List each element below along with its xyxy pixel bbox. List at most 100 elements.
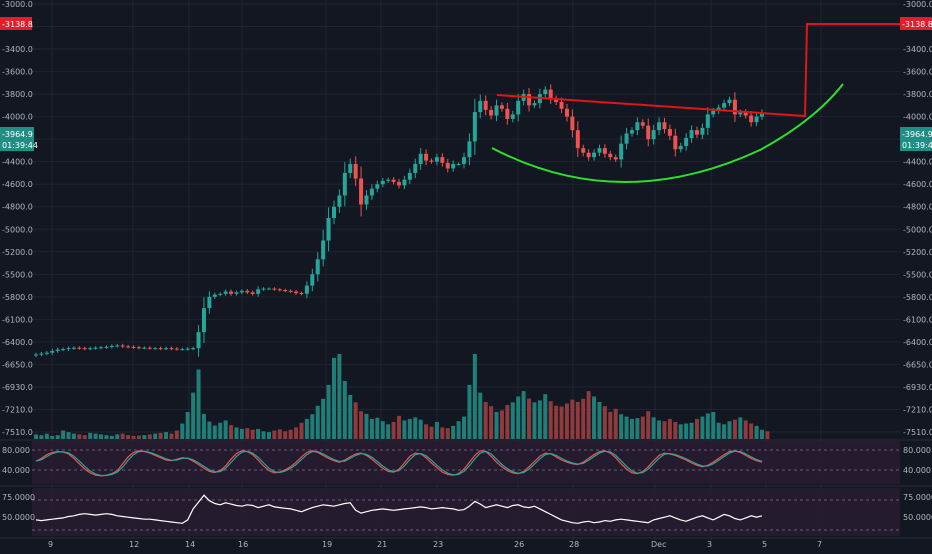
volume-bar: [283, 431, 288, 439]
volume-bar: [434, 422, 439, 439]
candle-body: [229, 291, 234, 294]
candle-body: [581, 148, 586, 153]
right-price-tick: -6930.0: [903, 383, 932, 392]
candle-body: [624, 133, 629, 144]
rsi-background: [32, 488, 900, 536]
candle-body: [575, 130, 580, 149]
volume-bar: [277, 429, 282, 439]
volume-bar: [429, 426, 434, 439]
candle-body: [212, 294, 217, 297]
volume-bar: [673, 422, 678, 439]
resistance-trendline[interactable]: [496, 23, 932, 118]
volume-bar: [619, 414, 624, 439]
volume-bar: [397, 415, 401, 439]
volume-bar: [548, 401, 553, 439]
candle-body: [266, 288, 271, 290]
candle-body: [369, 188, 374, 196]
volume-bar: [445, 428, 450, 439]
time-tick: 19: [322, 540, 332, 549]
right-price-tick: -5200.0: [903, 248, 932, 257]
candle-body: [505, 108, 510, 119]
time-tick: Dec: [651, 540, 666, 549]
candle-body: [142, 347, 147, 349]
candle-body: [673, 135, 678, 150]
volume-bar: [478, 392, 483, 439]
volume-bar: [722, 424, 727, 439]
candle-body: [613, 157, 618, 160]
candle-body: [185, 348, 190, 350]
volume-bar: [575, 401, 580, 439]
volume-bar: [749, 423, 754, 439]
candle-body: [700, 127, 705, 135]
volume-bar: [158, 432, 163, 439]
candle-body: [245, 290, 250, 293]
volume-bar: [407, 418, 412, 439]
right-price-tick: -5800.0: [903, 293, 932, 302]
right-price-tick: -3800.0: [903, 90, 932, 99]
volume-bar: [82, 435, 87, 439]
volume-bar: [104, 435, 109, 439]
volume-bar: [510, 402, 515, 439]
candlesticks: [34, 84, 764, 358]
candle-body: [191, 348, 196, 350]
volume-bar: [77, 434, 82, 439]
right-price-tick: -3400.0: [903, 45, 932, 54]
candle-body: [196, 332, 201, 349]
candle-body: [424, 153, 429, 161]
volume-bar: [66, 432, 71, 439]
time-tick: 3: [707, 540, 712, 549]
candle-body: [657, 122, 662, 131]
volume-bar: [516, 396, 521, 439]
candle-body: [689, 130, 694, 139]
volume-bar: [483, 401, 488, 439]
candle-body: [315, 259, 320, 275]
volume-bar: [689, 422, 694, 439]
time-tick: 12: [129, 540, 139, 549]
stoch-k-line: [35, 450, 763, 477]
candle-body: [304, 285, 309, 294]
volume-bar: [694, 418, 699, 439]
stochastic-panel: [32, 441, 900, 484]
volume-bar: [153, 433, 158, 439]
volume-bar: [337, 354, 342, 439]
volume-bar: [61, 430, 66, 439]
candle-body: [760, 112, 764, 117]
candle-body: [164, 348, 169, 350]
candle-body: [88, 348, 93, 350]
candle-body: [147, 347, 152, 349]
candle-body: [749, 115, 754, 123]
candle-body: [261, 288, 266, 290]
volume-bar: [754, 425, 759, 439]
candle-body: [180, 349, 185, 351]
candle-body: [174, 348, 179, 350]
candle-body: [456, 163, 461, 165]
candle-body: [705, 114, 710, 128]
candle-body: [467, 141, 472, 158]
volume-bar: [472, 354, 477, 439]
candle-body: [499, 105, 504, 109]
candle-body: [510, 114, 515, 119]
right-price-tick: -7510.0: [903, 428, 932, 437]
candle-body: [294, 291, 299, 294]
volume-bar: [657, 420, 662, 439]
volume-bar: [559, 406, 564, 439]
candle-body: [483, 100, 488, 110]
cup-curve[interactable]: [491, 83, 844, 183]
volume-bar: [359, 411, 364, 439]
left-price-tick: -4600.0: [2, 180, 33, 189]
volume-bar: [245, 428, 250, 439]
right-price-tick: -6650.0: [903, 360, 932, 369]
candle-body: [386, 179, 391, 181]
volume-bar: [581, 398, 586, 439]
candle-body: [288, 290, 293, 292]
volume-bar: [71, 433, 76, 439]
volume-bar: [732, 419, 737, 439]
volume-bar: [44, 433, 49, 439]
volume-bar: [261, 431, 266, 439]
volume-bar: [624, 416, 629, 439]
candle-body: [50, 350, 55, 353]
volume-bar: [256, 428, 261, 439]
volume-bar: [120, 433, 125, 439]
